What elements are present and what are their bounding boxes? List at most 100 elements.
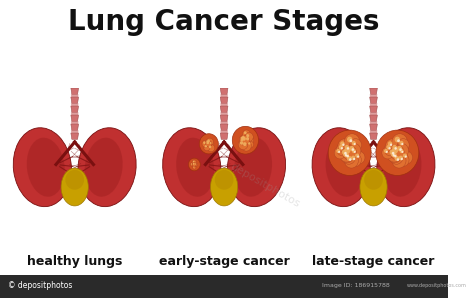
Circle shape xyxy=(397,147,409,159)
Circle shape xyxy=(247,141,254,148)
Circle shape xyxy=(204,144,210,151)
Circle shape xyxy=(392,147,398,153)
Circle shape xyxy=(241,136,250,145)
Circle shape xyxy=(390,149,394,155)
Circle shape xyxy=(382,147,393,159)
Text: Lung Cancer Stages: Lung Cancer Stages xyxy=(68,8,380,36)
Polygon shape xyxy=(71,112,79,115)
Circle shape xyxy=(340,141,345,146)
Ellipse shape xyxy=(19,208,130,235)
Circle shape xyxy=(354,151,356,153)
Polygon shape xyxy=(71,133,79,139)
Circle shape xyxy=(205,139,210,145)
Text: www.depositphotos.com: www.depositphotos.com xyxy=(407,283,466,288)
Polygon shape xyxy=(71,121,79,124)
Circle shape xyxy=(209,145,211,148)
Ellipse shape xyxy=(326,138,364,197)
Circle shape xyxy=(385,139,399,153)
Circle shape xyxy=(349,146,354,151)
Circle shape xyxy=(341,147,343,150)
Circle shape xyxy=(345,153,358,168)
Circle shape xyxy=(347,137,352,142)
Polygon shape xyxy=(220,94,228,97)
Polygon shape xyxy=(220,88,228,94)
Circle shape xyxy=(195,163,196,164)
Circle shape xyxy=(246,137,249,140)
Polygon shape xyxy=(370,94,377,97)
Circle shape xyxy=(391,145,404,160)
Ellipse shape xyxy=(13,128,72,207)
Circle shape xyxy=(339,145,343,150)
Circle shape xyxy=(350,147,362,159)
Circle shape xyxy=(205,145,207,148)
Circle shape xyxy=(342,149,347,155)
Circle shape xyxy=(242,137,246,141)
Circle shape xyxy=(339,147,354,162)
Circle shape xyxy=(401,151,403,153)
Polygon shape xyxy=(220,106,228,112)
Polygon shape xyxy=(220,115,228,121)
Circle shape xyxy=(193,166,196,169)
Circle shape xyxy=(399,148,402,151)
Polygon shape xyxy=(71,94,79,97)
Ellipse shape xyxy=(78,128,136,207)
Circle shape xyxy=(352,149,356,153)
Ellipse shape xyxy=(383,138,421,197)
Polygon shape xyxy=(370,106,377,112)
Circle shape xyxy=(245,133,253,142)
Circle shape xyxy=(342,142,356,157)
Polygon shape xyxy=(71,124,79,130)
Circle shape xyxy=(345,145,349,150)
Circle shape xyxy=(391,152,395,157)
Polygon shape xyxy=(370,124,377,130)
Circle shape xyxy=(336,149,340,153)
Circle shape xyxy=(388,147,391,150)
Ellipse shape xyxy=(176,138,214,197)
Polygon shape xyxy=(71,103,79,106)
Circle shape xyxy=(401,151,412,164)
Circle shape xyxy=(191,163,192,164)
Circle shape xyxy=(401,143,403,145)
Circle shape xyxy=(210,142,211,144)
Polygon shape xyxy=(370,103,377,106)
Circle shape xyxy=(354,143,356,145)
Polygon shape xyxy=(370,97,377,103)
Circle shape xyxy=(194,163,198,166)
Polygon shape xyxy=(356,83,391,88)
Circle shape xyxy=(343,145,356,160)
Circle shape xyxy=(384,149,388,153)
Circle shape xyxy=(394,156,400,161)
Ellipse shape xyxy=(318,208,429,235)
Circle shape xyxy=(193,161,194,162)
Circle shape xyxy=(328,130,371,176)
Circle shape xyxy=(350,139,362,151)
Circle shape xyxy=(349,153,361,167)
Circle shape xyxy=(208,144,215,152)
Ellipse shape xyxy=(228,128,285,207)
Circle shape xyxy=(395,137,400,142)
Circle shape xyxy=(392,153,397,158)
Ellipse shape xyxy=(312,128,370,207)
Circle shape xyxy=(343,152,347,157)
Ellipse shape xyxy=(85,138,123,197)
Polygon shape xyxy=(71,106,79,112)
Circle shape xyxy=(397,139,400,142)
Circle shape xyxy=(386,151,388,153)
Ellipse shape xyxy=(27,138,65,197)
Ellipse shape xyxy=(234,138,272,197)
Circle shape xyxy=(245,135,254,145)
Circle shape xyxy=(399,156,403,160)
Circle shape xyxy=(376,130,419,176)
Circle shape xyxy=(244,131,246,134)
Circle shape xyxy=(395,143,409,158)
Text: © depositphotos: © depositphotos xyxy=(8,282,72,291)
Circle shape xyxy=(243,142,246,146)
Circle shape xyxy=(239,135,246,143)
Ellipse shape xyxy=(61,168,88,206)
Circle shape xyxy=(392,152,394,155)
Ellipse shape xyxy=(65,170,84,190)
Circle shape xyxy=(392,134,408,150)
Circle shape xyxy=(188,158,201,171)
Circle shape xyxy=(400,141,403,145)
Polygon shape xyxy=(220,124,228,130)
